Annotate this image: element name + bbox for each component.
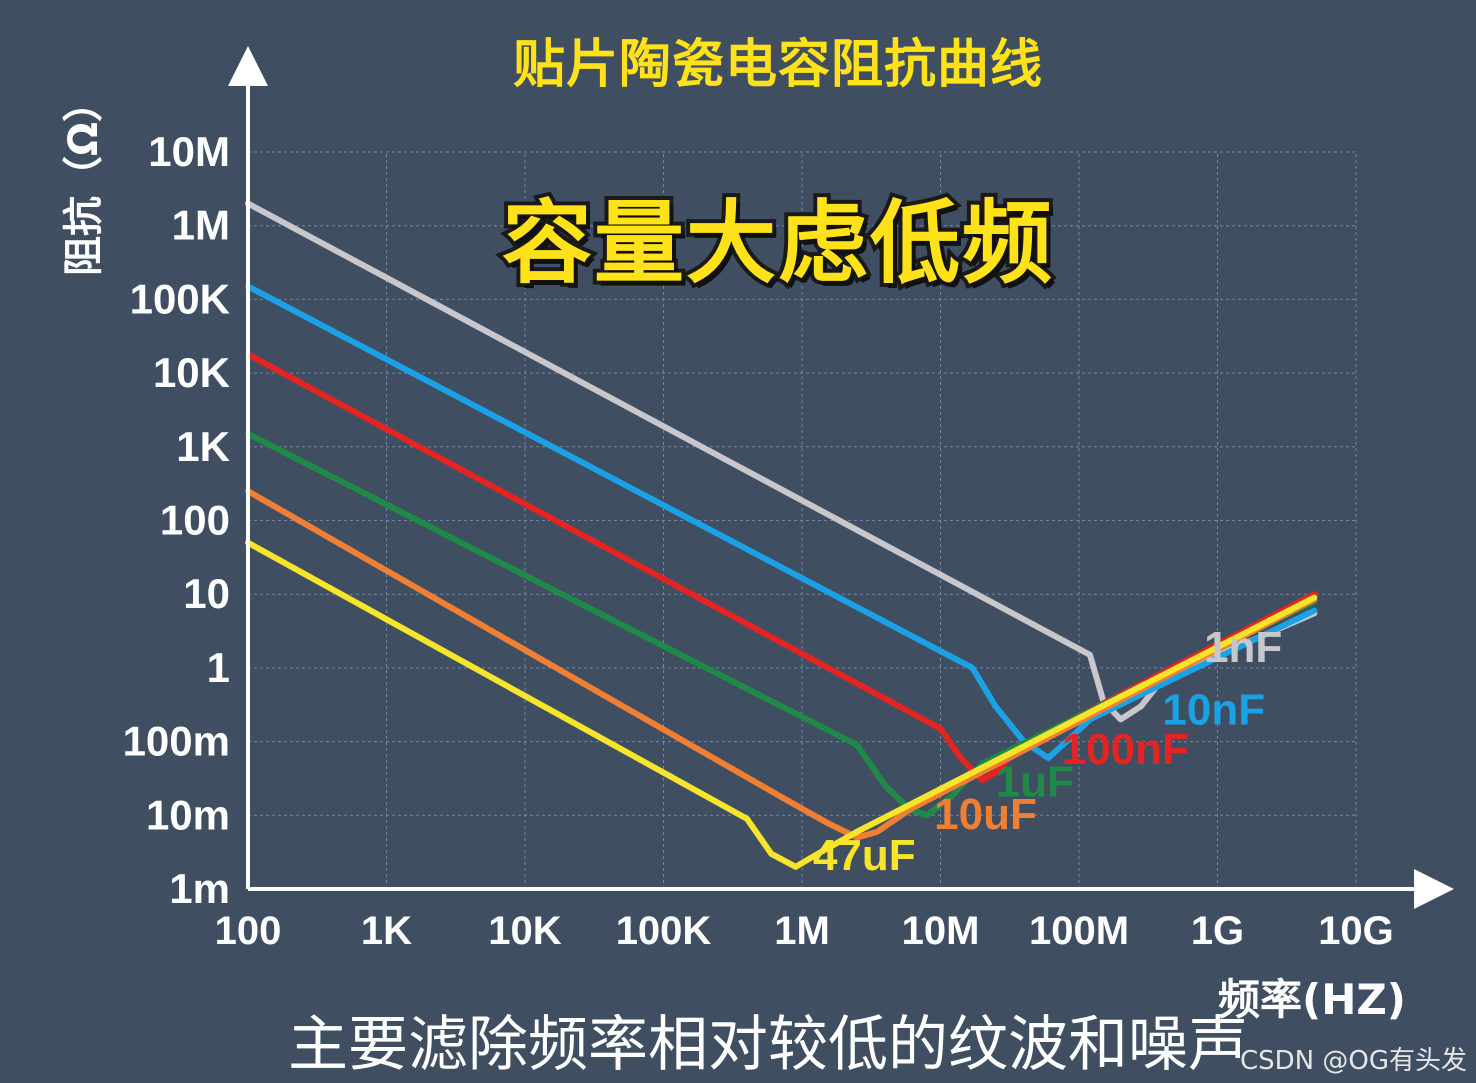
x-tick-label: 100 bbox=[215, 909, 282, 953]
series-label: 100nF bbox=[1062, 725, 1189, 774]
y-tick-label: 10m bbox=[146, 791, 230, 838]
x-axis-title: 频率(HZ) bbox=[1218, 975, 1406, 1024]
x-tick-label: 100K bbox=[616, 909, 712, 953]
y-tick-label: 10M bbox=[148, 128, 230, 175]
y-axis-title: 阻抗（Ω） bbox=[61, 82, 107, 277]
y-tick-label: 1K bbox=[176, 423, 230, 470]
series-label: 10uF bbox=[934, 790, 1037, 839]
series-line-47uF bbox=[245, 539, 1318, 870]
y-tick-label: 10K bbox=[153, 349, 230, 396]
series-label: 47uF bbox=[813, 831, 916, 880]
y-tick-label: 1M bbox=[172, 202, 230, 249]
series-label: 1nF bbox=[1204, 623, 1282, 672]
x-tick-label: 10K bbox=[488, 909, 561, 953]
y-tick-label: 10 bbox=[183, 570, 230, 617]
x-tick-label: 1M bbox=[774, 909, 830, 953]
y-tick-label: 1 bbox=[207, 644, 230, 691]
x-tick-label: 10M bbox=[902, 909, 980, 953]
y-tick-label: 1m bbox=[169, 865, 230, 912]
tick-labels: 100 1K 10K 100K 1M 10M 100M 1G 10G 1m 10m 100m 1 10 10… bbox=[123, 128, 1394, 953]
series-lines bbox=[245, 200, 1318, 870]
series-line-10nF bbox=[245, 283, 1318, 761]
grid bbox=[248, 151, 1357, 889]
x-tick-label: 100M bbox=[1029, 909, 1129, 953]
watermark: CSDN @OG有头发 bbox=[1240, 1046, 1468, 1076]
y-tick-label: 100m bbox=[123, 718, 230, 765]
series-line-10uF bbox=[245, 488, 1318, 841]
y-tick-label: 100 bbox=[160, 497, 230, 544]
series-label: 1uF bbox=[996, 757, 1074, 806]
series-label: 10nF bbox=[1162, 686, 1265, 735]
axes bbox=[228, 46, 1454, 909]
caption: 主要滤除频率相对较低的纹波和噪声 bbox=[288, 1010, 1248, 1080]
x-tick-label: 1K bbox=[361, 909, 412, 953]
chart-title: 贴片陶瓷电容阻抗曲线 bbox=[512, 35, 1043, 95]
headline-banner: 容量大虑低频 bbox=[498, 187, 1056, 300]
y-tick-label: 100K bbox=[130, 275, 230, 322]
x-tick-label: 1G bbox=[1191, 909, 1244, 953]
x-tick-label: 10G bbox=[1318, 909, 1394, 953]
